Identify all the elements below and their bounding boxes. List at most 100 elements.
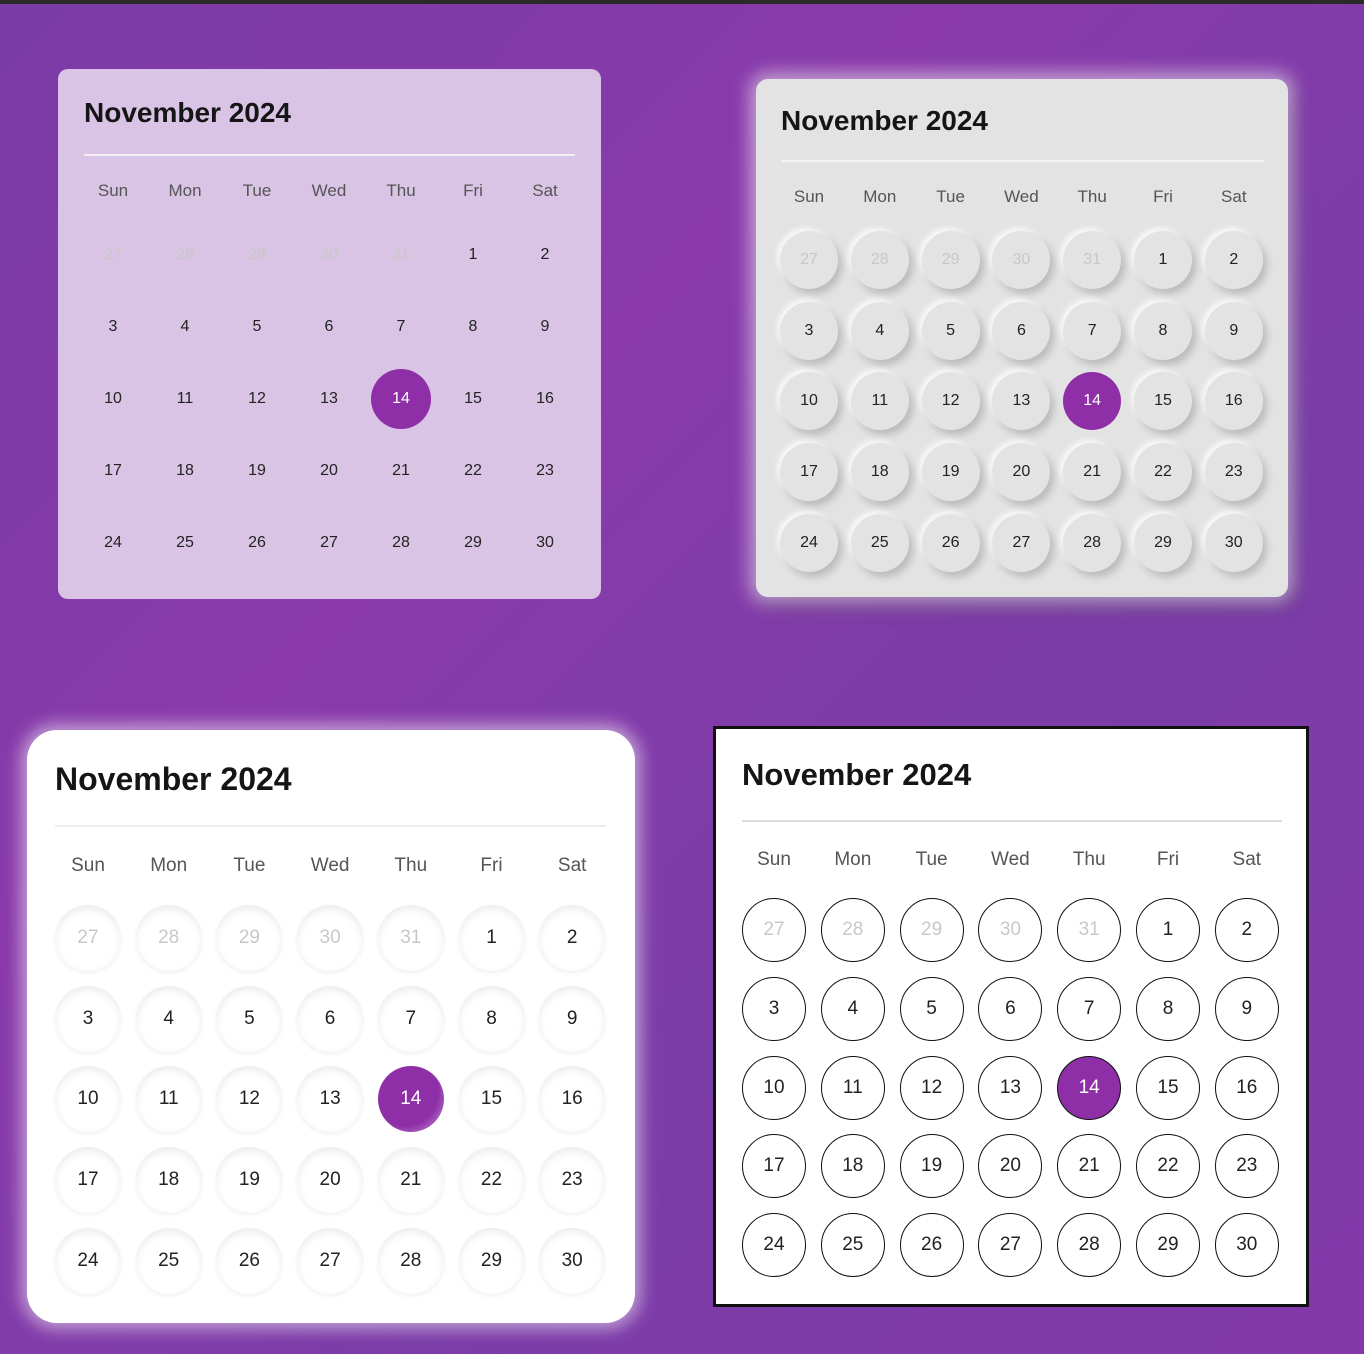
day-cell[interactable]: 28	[377, 1227, 444, 1294]
day-cell[interactable]: 24	[780, 513, 838, 572]
day-cell[interactable]: 20	[992, 443, 1051, 502]
day-cell[interactable]: 8	[468, 318, 478, 335]
day-cell[interactable]: 19	[248, 462, 266, 479]
day-cell[interactable]: 30	[320, 246, 338, 263]
day-cell[interactable]: 23	[1204, 443, 1263, 502]
day-cell[interactable]: 29	[1136, 1213, 1200, 1278]
day-cell[interactable]: 31	[377, 905, 444, 971]
day-cell[interactable]: 2	[1204, 231, 1263, 289]
day-cell[interactable]: 23	[536, 462, 554, 479]
day-cell[interactable]: 19	[899, 1134, 964, 1199]
day-cell[interactable]: 13	[297, 1066, 364, 1133]
day-cell[interactable]: 31	[392, 246, 410, 263]
day-cell[interactable]: 2	[540, 246, 550, 263]
day-cell[interactable]: 24	[55, 1227, 121, 1294]
day-cell[interactable]: 30	[297, 905, 364, 971]
day-cell[interactable]: 22	[1136, 1134, 1200, 1199]
day-cell[interactable]: 26	[899, 1213, 964, 1278]
day-cell[interactable]: 21	[392, 462, 410, 479]
day-cell[interactable]: 17	[104, 462, 122, 479]
day-cell[interactable]: 3	[780, 301, 838, 360]
day-cell[interactable]: 24	[742, 1213, 806, 1278]
day-cell[interactable]: 7	[396, 318, 406, 335]
day-cell[interactable]: 17	[742, 1134, 806, 1199]
day-cell[interactable]: 4	[180, 318, 190, 335]
day-cell[interactable]: 16	[536, 390, 554, 407]
day-cell[interactable]: 29	[464, 534, 482, 551]
day-cell[interactable]: 5	[921, 301, 980, 360]
day-cell[interactable]: 30	[536, 534, 554, 551]
day-cell[interactable]: 29	[899, 898, 964, 962]
day-cell[interactable]: 3	[742, 976, 806, 1041]
day-cell[interactable]: 10	[104, 390, 122, 407]
day-cell[interactable]: 17	[55, 1147, 121, 1214]
day-cell[interactable]: 11	[176, 390, 194, 407]
day-cell[interactable]: 25	[176, 534, 194, 551]
day-cell[interactable]: 12	[921, 372, 980, 431]
day-cell[interactable]: 30	[539, 1227, 606, 1294]
day-cell[interactable]: 29	[216, 905, 283, 971]
day-cell[interactable]: 10	[780, 372, 838, 431]
day-cell[interactable]: 4	[820, 976, 885, 1041]
day-cell[interactable]: 16	[539, 1066, 606, 1133]
day-cell[interactable]: 25	[850, 513, 909, 572]
day-cell[interactable]: 9	[540, 318, 550, 335]
day-cell[interactable]: 18	[135, 1147, 202, 1214]
day-cell[interactable]: 28	[392, 534, 410, 551]
day-cell[interactable]: 7	[1063, 301, 1122, 360]
day-cell[interactable]: 20	[297, 1147, 364, 1214]
day-cell[interactable]: 16	[1204, 372, 1263, 431]
day-cell[interactable]: 9	[539, 985, 606, 1052]
day-cell[interactable]: 20	[320, 462, 338, 479]
day-cell[interactable]: 22	[464, 462, 482, 479]
day-cell[interactable]: 29	[921, 231, 980, 289]
day-cell[interactable]: 27	[742, 898, 806, 962]
day-cell[interactable]: 5	[899, 976, 964, 1041]
day-cell[interactable]: 15	[458, 1066, 525, 1133]
day-cell[interactable]: 13	[320, 390, 338, 407]
day-cell[interactable]: 28	[820, 898, 885, 962]
day-cell[interactable]: 21	[377, 1147, 444, 1214]
day-cell-selected[interactable]: 14	[371, 369, 431, 429]
day-cell[interactable]: 27	[780, 231, 838, 289]
day-cell[interactable]: 23	[539, 1147, 606, 1214]
day-cell[interactable]: 26	[216, 1227, 283, 1294]
day-cell[interactable]: 27	[320, 534, 338, 551]
day-cell[interactable]: 15	[1134, 372, 1192, 431]
day-cell[interactable]: 25	[820, 1213, 885, 1278]
day-cell[interactable]: 31	[1063, 231, 1122, 289]
day-cell[interactable]: 31	[1057, 898, 1122, 962]
day-cell[interactable]: 18	[850, 443, 909, 502]
day-cell[interactable]: 12	[216, 1066, 283, 1133]
day-cell[interactable]: 30	[1204, 513, 1263, 572]
day-cell[interactable]: 4	[850, 301, 909, 360]
day-cell[interactable]: 6	[978, 976, 1043, 1041]
day-cell[interactable]: 9	[1204, 301, 1263, 360]
day-cell[interactable]: 27	[978, 1213, 1043, 1278]
day-cell[interactable]: 15	[464, 390, 482, 407]
day-cell[interactable]: 18	[176, 462, 194, 479]
day-cell[interactable]: 21	[1057, 1134, 1122, 1199]
day-cell[interactable]: 10	[55, 1066, 121, 1133]
day-cell[interactable]: 28	[1057, 1213, 1122, 1278]
day-cell[interactable]: 30	[1214, 1213, 1279, 1278]
day-cell[interactable]: 1	[458, 905, 525, 971]
day-cell[interactable]: 30	[992, 231, 1051, 289]
day-cell[interactable]: 20	[978, 1134, 1043, 1199]
day-cell[interactable]: 22	[458, 1147, 525, 1214]
day-cell[interactable]: 9	[1214, 976, 1279, 1041]
day-cell[interactable]: 8	[458, 985, 525, 1052]
day-cell[interactable]: 2	[1214, 898, 1279, 962]
day-cell[interactable]: 3	[108, 318, 118, 335]
day-cell[interactable]: 1	[468, 246, 478, 263]
day-cell[interactable]: 3	[55, 985, 121, 1052]
day-cell[interactable]: 10	[742, 1055, 806, 1120]
day-cell[interactable]: 1	[1136, 898, 1200, 962]
day-cell[interactable]: 28	[176, 246, 194, 263]
day-cell[interactable]: 16	[1214, 1055, 1279, 1120]
day-cell[interactable]: 1	[1134, 231, 1192, 289]
day-cell[interactable]: 24	[104, 534, 122, 551]
day-cell[interactable]: 23	[1214, 1134, 1279, 1199]
day-cell[interactable]: 6	[297, 985, 364, 1052]
day-cell[interactable]: 7	[1057, 976, 1122, 1041]
